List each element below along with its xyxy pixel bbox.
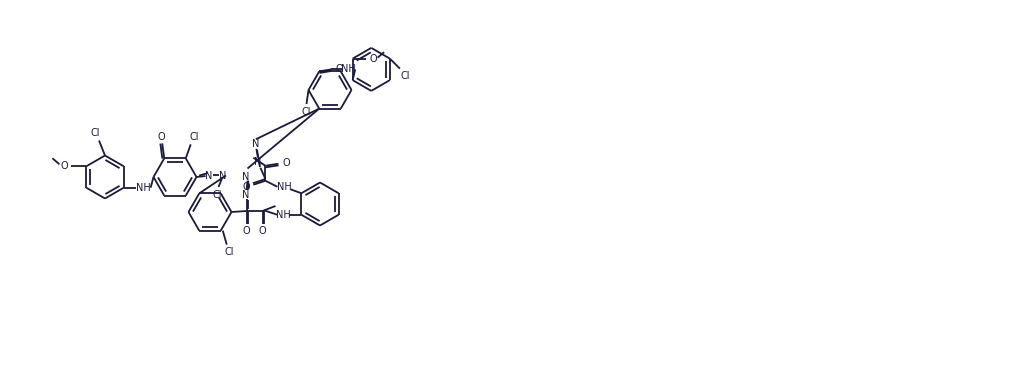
Text: NH: NH (342, 64, 356, 74)
Text: O: O (60, 161, 68, 171)
Text: O: O (282, 158, 290, 168)
Text: N: N (254, 157, 261, 167)
Text: O: O (157, 132, 166, 142)
Text: NH: NH (136, 183, 150, 193)
Text: Cl: Cl (91, 128, 100, 138)
Text: O: O (242, 182, 250, 192)
Text: Cl: Cl (189, 132, 199, 142)
Text: N: N (242, 189, 249, 199)
Text: O: O (369, 54, 377, 64)
Text: NH: NH (277, 182, 291, 192)
Text: N: N (219, 170, 226, 180)
Text: Cl: Cl (400, 71, 411, 81)
Text: O: O (258, 226, 267, 236)
Text: N: N (252, 139, 259, 149)
Text: O: O (335, 64, 343, 74)
Text: N: N (206, 170, 213, 180)
Text: Cl: Cl (212, 189, 222, 199)
Text: NH: NH (276, 210, 290, 220)
Text: Cl: Cl (224, 247, 234, 257)
Text: O: O (243, 226, 250, 236)
Text: Cl: Cl (301, 106, 311, 116)
Text: N: N (242, 171, 249, 182)
